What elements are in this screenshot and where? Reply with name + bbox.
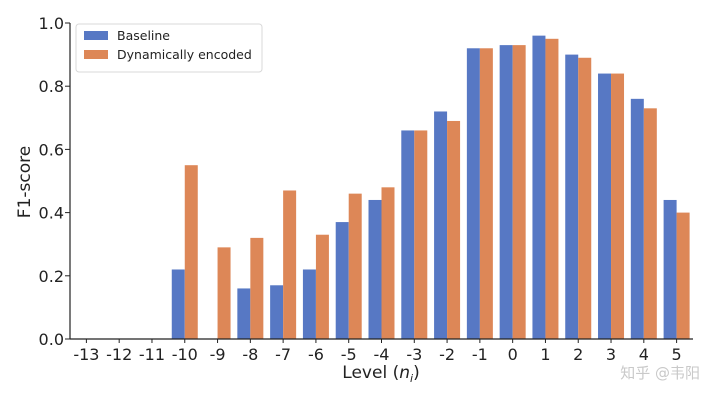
bar-dynamic-3 xyxy=(611,73,625,339)
x-tick-label: -3 xyxy=(406,345,422,364)
y-tick-label: 1.0 xyxy=(39,14,64,33)
legend-swatch-dynamic xyxy=(84,50,108,59)
x-tick-label: -2 xyxy=(439,345,455,364)
y-tick-label: 0.8 xyxy=(39,77,64,96)
bar-baseline--8 xyxy=(237,288,251,339)
bar-dynamic--10 xyxy=(184,165,198,339)
legend-label-dynamic: Dynamically encoded xyxy=(117,47,252,62)
bar-baseline-5 xyxy=(663,199,677,339)
x-tick-label: -9 xyxy=(210,345,226,364)
x-tick-label: 4 xyxy=(639,345,649,364)
x-tick-label: 1 xyxy=(540,345,550,364)
bar-baseline--10 xyxy=(171,269,185,339)
bar-baseline-0 xyxy=(499,45,513,340)
x-axis-label-var: n xyxy=(399,363,410,383)
bar-dynamic-4 xyxy=(643,108,657,339)
x-axis-label-close: ) xyxy=(413,363,420,383)
y-tick-label: 0.2 xyxy=(39,267,64,286)
x-tick-label: -1 xyxy=(472,345,488,364)
x-tick-label: 5 xyxy=(672,345,682,364)
bar-baseline-2 xyxy=(565,54,579,339)
x-tick-label: 0 xyxy=(508,345,518,364)
x-tick-label: -8 xyxy=(242,345,258,364)
bar-baseline--4 xyxy=(368,199,382,339)
bar-baseline-3 xyxy=(598,73,612,339)
bar-dynamic--1 xyxy=(479,48,493,339)
bar-dynamic--6 xyxy=(315,234,329,339)
legend: Baseline Dynamically encoded xyxy=(75,23,263,73)
bar-baseline--5 xyxy=(335,222,349,339)
x-tick-label: -6 xyxy=(308,345,324,364)
x-axis-label: Level (ni) xyxy=(342,363,419,385)
bar-dynamic--3 xyxy=(414,130,428,339)
bar-dynamic--7 xyxy=(283,190,297,339)
x-tick-label: -7 xyxy=(275,345,291,364)
bar-dynamic--2 xyxy=(447,120,461,340)
bar-baseline-1 xyxy=(532,35,546,339)
bar-dynamic--5 xyxy=(348,193,362,339)
bar-baseline--2 xyxy=(434,111,448,339)
bar-baseline-4 xyxy=(630,98,644,339)
x-tick-label: 2 xyxy=(573,345,583,364)
x-axis-label-main: Level ( xyxy=(342,363,399,383)
x-tick-label: -5 xyxy=(341,345,357,364)
bar-dynamic-1 xyxy=(545,38,559,340)
bar-dynamic-5 xyxy=(676,212,690,339)
bars-group xyxy=(171,35,690,340)
x-tick-label: -13 xyxy=(73,345,99,364)
y-axis-label: F1-score xyxy=(15,146,35,218)
x-tick-label: -12 xyxy=(106,345,132,364)
y-tick-label: 0.6 xyxy=(39,140,64,159)
legend-swatch-baseline xyxy=(84,31,108,40)
x-tick-label: -11 xyxy=(139,345,165,364)
bar-dynamic--8 xyxy=(250,237,264,339)
x-tick-label: 3 xyxy=(606,345,616,364)
bar-baseline--1 xyxy=(466,48,480,339)
y-tick-labels: 0.0 0.2 0.4 0.6 0.8 1.0 xyxy=(39,14,70,349)
y-tick-label: 0.4 xyxy=(39,204,64,223)
x-axis-label-sub: i xyxy=(410,372,413,385)
legend-label-baseline: Baseline xyxy=(117,28,170,43)
legend-box xyxy=(75,23,263,73)
y-tick-label: 0.0 xyxy=(39,330,64,349)
bar-dynamic-0 xyxy=(512,45,526,340)
bar-dynamic-2 xyxy=(578,57,592,339)
bar-baseline--7 xyxy=(270,285,284,339)
x-tick-label: -10 xyxy=(172,345,198,364)
x-tick-labels: -13 -12 -11 -10 -9 -8 -7 -6 -5 -4 -3 -2 -1 0 1 2 3 4 5 xyxy=(73,339,682,364)
x-tick-label: -4 xyxy=(374,345,390,364)
watermark: 知乎 @韦阳 xyxy=(620,364,700,382)
bar-baseline--3 xyxy=(401,130,415,339)
bar-dynamic--9 xyxy=(217,247,231,339)
bar-baseline--6 xyxy=(302,269,316,339)
bar-dynamic--4 xyxy=(381,187,395,339)
